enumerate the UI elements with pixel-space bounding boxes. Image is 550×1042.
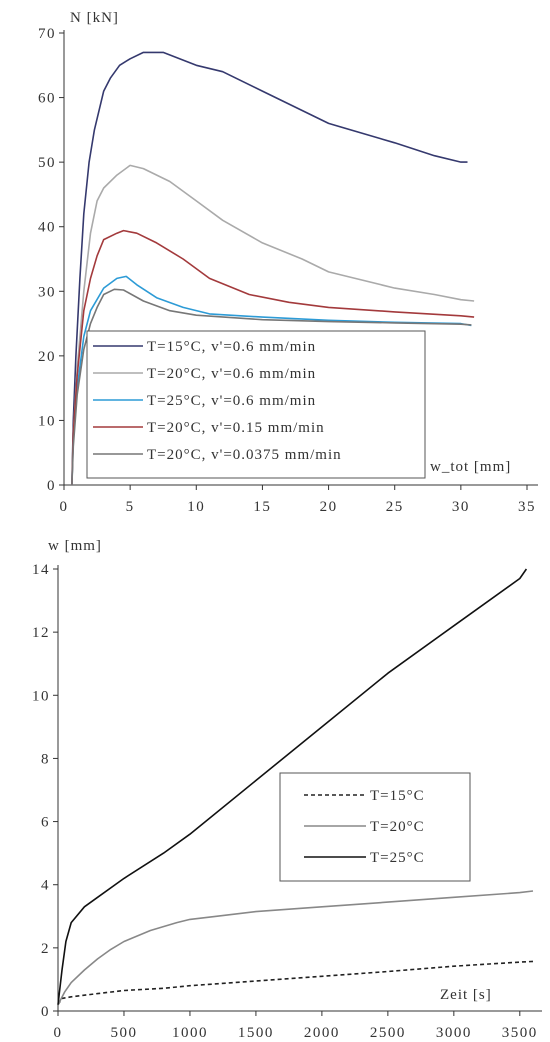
x-axis-title: Zeit [s]: [440, 987, 492, 1003]
x-axis-title: w_tot [mm]: [430, 459, 511, 475]
x-tick-label: 2500: [370, 1025, 406, 1041]
x-tick-label: 1500: [238, 1025, 274, 1041]
y-tick-label: 10: [38, 413, 56, 429]
y-tick-label: 50: [38, 155, 56, 171]
series-line-t-20-c-v-0-0375-mm-min: [71, 288, 472, 486]
series-line-t-20-c-v-0-15-mm-min: [71, 229, 475, 486]
y-tick-label: 4: [41, 878, 50, 894]
x-tick-label: 2000: [304, 1025, 340, 1041]
y-axis-title: N [kN]: [70, 10, 119, 26]
legend: T=15°C, v'=0.6 mm/min T=20°C, v'=0.6 mm/m…: [86, 330, 426, 479]
legend: T=15°C T=20°C T=25°C: [279, 772, 471, 882]
y-tick-label: 20: [38, 349, 56, 365]
series-line-t-20-c-v-0-6-mm-min: [71, 164, 475, 486]
y-tick-label: 2: [41, 941, 50, 957]
series-lines: [57, 568, 534, 1006]
axes: [57, 565, 542, 1012]
y-tick-label: 60: [38, 91, 56, 107]
y-tick-label: 10: [32, 688, 50, 704]
series-line-t-20-c: [57, 890, 534, 1006]
series-line-t-15-c: [57, 960, 534, 1006]
legend-box: [86, 330, 426, 479]
legend-label: T=20°C, v'=0.15 mm/min: [147, 420, 325, 436]
legend-label: T=25°C, v'=0.6 mm/min: [147, 393, 316, 409]
y-tick-label: 0: [41, 1004, 50, 1020]
legend-label: T=20°C, v'=0.0375 mm/min: [147, 447, 342, 463]
y-tick-label: 12: [32, 625, 50, 641]
legend-label: T=25°C: [370, 850, 425, 866]
x-ticks: 0 500 1000 1500 2000 2500 3000 3500: [54, 1011, 538, 1041]
legend-label: T=20°C: [370, 819, 425, 835]
y-tick-label: 30: [38, 284, 56, 300]
y-tick-label: 70: [38, 26, 56, 42]
x-tick-label: 3000: [436, 1025, 472, 1041]
y-ticks: 0 2 4 6 8 10 12 14: [32, 562, 58, 1020]
x-tick-label: 5: [126, 499, 135, 515]
x-tick-label: 30: [452, 499, 470, 515]
y-tick-label: 8: [41, 751, 50, 767]
x-ticks: 0 5 10 15 20 25 30 35: [60, 485, 536, 515]
series-line-t-15-c-v-0-6-mm-min: [71, 51, 468, 486]
x-tick-label: 10: [187, 499, 205, 515]
series-lines: [71, 51, 475, 486]
y-axis-title: w [mm]: [48, 538, 102, 554]
x-tick-label: 0: [54, 1025, 63, 1041]
legend-box: [279, 772, 471, 882]
axes: [63, 30, 538, 486]
y-tick-label: 40: [38, 220, 56, 236]
legend-label: T=20°C, v'=0.6 mm/min: [147, 366, 316, 382]
legend-entries: T=15°C T=20°C T=25°C: [304, 788, 425, 866]
x-tick-label: 0: [60, 499, 69, 515]
y-ticks: 0 10 20 30 40 50 60 70: [38, 26, 64, 494]
chart-force-displacement: 0 10 20 30 40 50 60 70 0 5 10 15 20 25 30 35 N [kN] T=…: [38, 10, 538, 515]
x-tick-label: 35: [518, 499, 536, 515]
legend-entries: T=15°C, v'=0.6 mm/min T=20°C, v'=0.6 mm/m…: [93, 339, 342, 463]
legend-label: T=15°C: [370, 788, 425, 804]
y-tick-label: 0: [47, 478, 56, 494]
y-tick-label: 6: [41, 815, 50, 831]
y-tick-label: 14: [32, 562, 50, 578]
legend-label: T=15°C, v'=0.6 mm/min: [147, 339, 316, 355]
chart-displacement-time: 0 2 4 6 8 10 12 14 0 500 1000 1500 2000 2500 3000 3500…: [32, 538, 542, 1041]
x-tick-label: 25: [386, 499, 404, 515]
series-line-t-25-c: [57, 568, 528, 1005]
series-line-t-25-c-v-0-6-mm-min: [71, 275, 472, 486]
x-tick-label: 20: [320, 499, 338, 515]
x-tick-label: 1000: [172, 1025, 208, 1041]
x-tick-label: 500: [110, 1025, 137, 1041]
x-tick-label: 3500: [502, 1025, 538, 1041]
x-tick-label: 15: [253, 499, 271, 515]
